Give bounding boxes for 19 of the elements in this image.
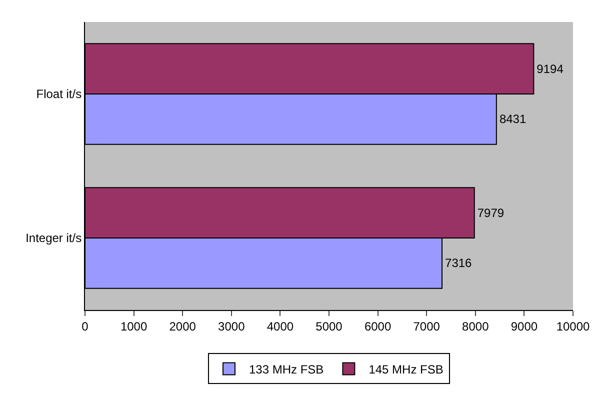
data-label: 8431 bbox=[499, 112, 526, 126]
data-label: 7979 bbox=[477, 206, 504, 220]
x-tick-label: 1000 bbox=[120, 319, 148, 334]
x-tick-label: 9000 bbox=[510, 319, 538, 334]
x-tick-label: 3000 bbox=[218, 319, 246, 334]
x-tick-label: 8000 bbox=[462, 319, 490, 334]
x-tick-label: 2000 bbox=[169, 319, 196, 334]
legend-label: 145 MHz FSB bbox=[368, 362, 444, 376]
x-tick-label: 5000 bbox=[316, 319, 343, 334]
y-tick-label: Float it/s bbox=[36, 87, 82, 102]
x-tick-label: 4000 bbox=[266, 319, 294, 334]
x-tick-label: 7000 bbox=[413, 319, 440, 334]
data-label: 9194 bbox=[536, 62, 564, 76]
data-label: 7316 bbox=[445, 256, 472, 270]
x-tick-label: 10000 bbox=[556, 319, 590, 334]
y-tick-label: Integer it/s bbox=[26, 231, 82, 246]
x-tick-label: 6000 bbox=[364, 319, 392, 334]
legend-label: 133 MHz FSB bbox=[249, 362, 324, 376]
x-tick-label: 0 bbox=[82, 319, 89, 334]
